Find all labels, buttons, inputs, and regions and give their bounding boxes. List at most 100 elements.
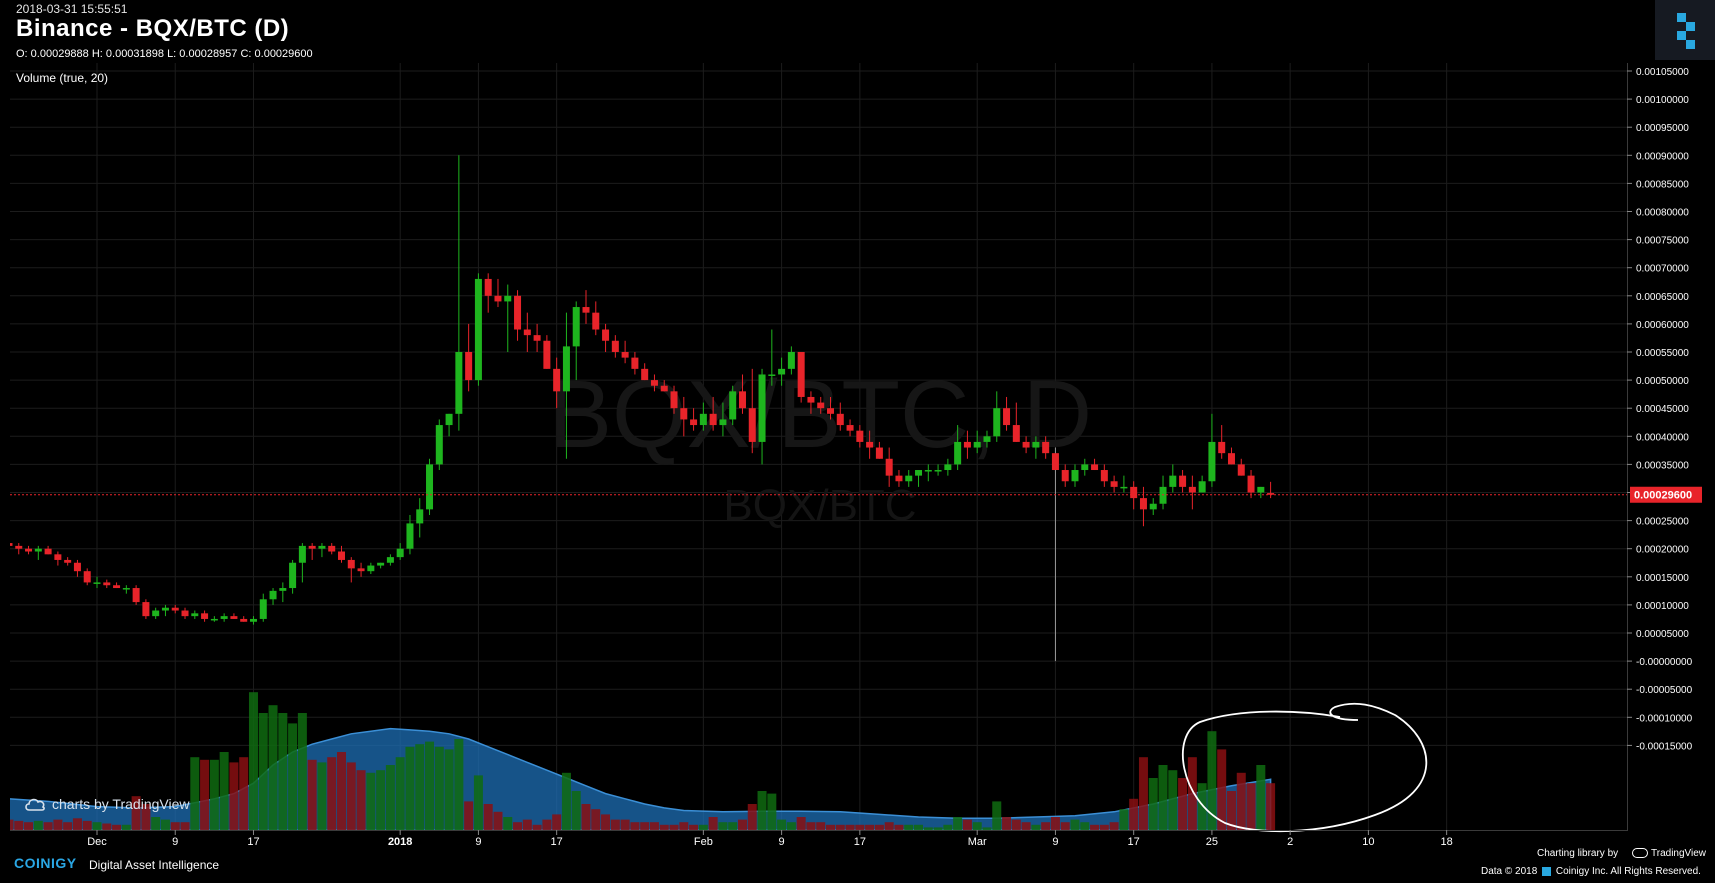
y-tick-label: 0.00090000 (1636, 151, 1689, 162)
candle-body (465, 352, 473, 381)
candle-body (602, 329, 610, 341)
candle-body (347, 559, 355, 569)
candle-body (1247, 475, 1255, 493)
volume-bar (1060, 822, 1070, 830)
tradingview-link[interactable]: TradingView (1632, 848, 1706, 859)
volume-bar (669, 824, 679, 830)
volume-bar (190, 757, 200, 830)
volume-bar (317, 762, 327, 830)
volume-bar (747, 804, 757, 830)
volume-bar (258, 713, 268, 830)
candle-body (846, 425, 854, 431)
volume-bar (141, 804, 151, 830)
volume-bar (268, 705, 278, 830)
volume-bar (434, 746, 444, 830)
volume-bar (601, 814, 611, 830)
volume-bar (552, 814, 562, 830)
y-tick-label: 0.00085000 (1636, 179, 1689, 190)
candle-body (249, 618, 257, 622)
volume-bar (102, 823, 112, 830)
watermark: BQX/BTC, D BQX/BTC (548, 361, 1092, 530)
candle-body (269, 590, 277, 600)
volume-bar (1090, 824, 1100, 830)
timestamp: 2018-03-31 15:55:51 (16, 2, 128, 16)
coinigy-logo-icon[interactable] (1655, 0, 1715, 60)
candle-body (934, 470, 942, 472)
y-axis-line (1627, 63, 1628, 830)
candle-body (748, 408, 756, 442)
candle-body (132, 588, 140, 603)
candle-body (533, 335, 541, 341)
volume-bar (366, 772, 376, 830)
candle-body (1081, 464, 1089, 471)
coinigy-tagline: Digital Asset Intelligence (89, 858, 220, 872)
candle-body (318, 545, 326, 549)
volume-bar (483, 804, 493, 830)
tradingview-badge-label: charts by TradingView (52, 796, 190, 812)
candle-body (1051, 453, 1059, 471)
candle-body (1042, 441, 1050, 454)
candle-body (719, 419, 727, 426)
volume-bar (522, 819, 532, 830)
volume-bar (239, 757, 249, 830)
volume-bar (248, 692, 258, 830)
x-tick-label: 9 (475, 836, 481, 848)
coinigy-copyright: Coinigy Inc. All Rights Reserved. (1555, 866, 1701, 877)
charting-library-label: Charting library by (1537, 848, 1619, 859)
candle-body (817, 402, 825, 409)
volume-bar (1256, 765, 1266, 830)
candle-body (386, 557, 394, 563)
candle-body (1130, 486, 1138, 499)
volume-indicator-label[interactable]: Volume (true, 20) (16, 71, 109, 85)
candle-body (455, 352, 463, 414)
candle-body (10, 543, 13, 546)
volume-bar (923, 827, 933, 830)
coinigy-brand[interactable]: COINIGY (14, 855, 77, 871)
candle-body (905, 475, 913, 482)
volume-bar (33, 820, 43, 830)
volume-bar (532, 824, 542, 830)
candle-body (758, 374, 766, 442)
volume-bar (777, 819, 787, 830)
candle-body (279, 588, 287, 591)
candle-body (181, 610, 189, 617)
volume-bar (943, 824, 953, 830)
volume-bar (806, 822, 816, 830)
tradingview-badge[interactable]: charts by TradingView (24, 796, 189, 812)
candle-body (553, 368, 561, 392)
volume-bar (845, 824, 855, 830)
candle-body (1267, 493, 1275, 495)
volume-bar (826, 824, 835, 830)
candle-body (1218, 441, 1226, 454)
y-tick-label: 0.00010000 (1636, 601, 1689, 612)
candle-body (993, 408, 1001, 437)
volume-bar (1021, 822, 1031, 830)
grid (10, 63, 1627, 830)
candle-body (836, 413, 844, 426)
candle-body (572, 307, 580, 347)
volume-bar (473, 775, 483, 830)
volume-bar (630, 822, 640, 830)
candle-body (191, 613, 199, 617)
candle-body (924, 470, 932, 472)
volume-bar (219, 752, 229, 830)
volume-bar (1197, 783, 1207, 830)
candle-body (142, 602, 150, 617)
candle-body (973, 441, 981, 448)
candle-body (680, 408, 688, 420)
volume-bar (737, 819, 747, 830)
candle-body (210, 618, 218, 621)
candle-body (670, 391, 678, 409)
candle-body (357, 568, 365, 572)
x-axis-line (10, 830, 1628, 831)
volume-bar (10, 819, 14, 830)
candle-body (396, 548, 404, 558)
volume-bar (1158, 765, 1168, 830)
watermark-symbol: BQX/BTC, D (548, 361, 1092, 468)
volume-bar (865, 824, 875, 830)
candle-body (562, 346, 570, 392)
x-tick-label: 17 (247, 836, 259, 848)
volume-bar (855, 824, 865, 830)
